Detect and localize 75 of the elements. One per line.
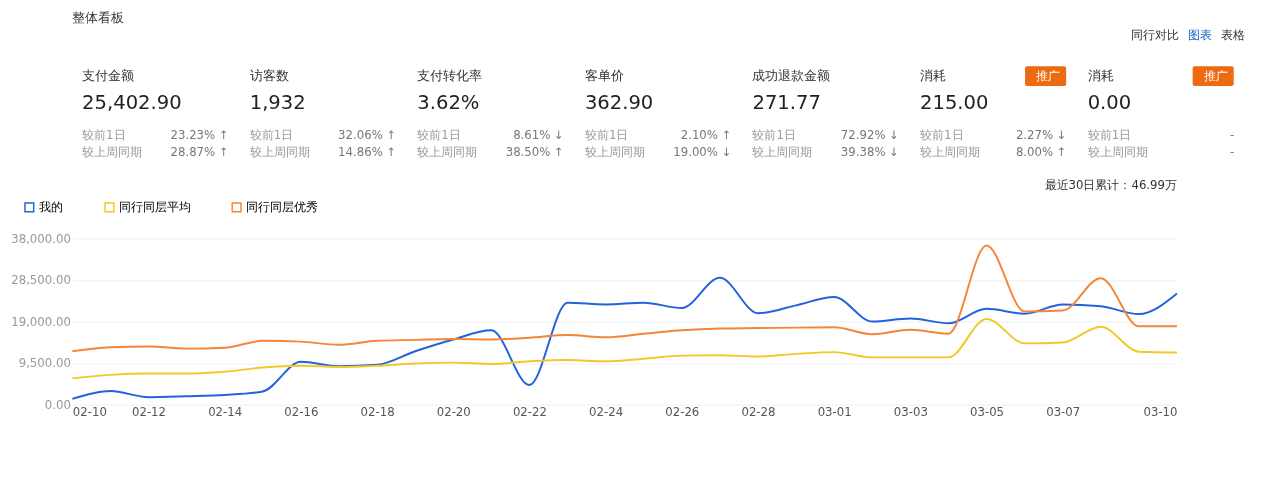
text: 较上周同期 — [920, 145, 981, 160]
x-tick-label: 02-12 — [131, 404, 167, 419]
legend-label: 我的 — [39, 200, 64, 215]
text: 较前1日 — [82, 127, 126, 142]
line-series — [71, 244, 1178, 353]
text: 2.27% ↓ — [1015, 127, 1067, 142]
text: 2.10% ↑ — [680, 127, 732, 142]
text: 1,932 — [249, 91, 306, 115]
text: 较前1日 — [249, 127, 294, 142]
text: 32.06% ↑ — [338, 127, 397, 142]
x-tick-label: 02-20 — [436, 404, 471, 419]
text: 最近30日累计：46.99万 — [1044, 177, 1178, 192]
y-tick-label: 9,500.00 — [18, 356, 71, 371]
text: 同行对比 — [1130, 28, 1179, 42]
y-tick-label: 38,000.00 — [11, 231, 71, 246]
text: 较上周同期 — [249, 145, 310, 160]
text: 14.86% ↑ — [338, 145, 397, 160]
text: 消耗 — [920, 68, 947, 84]
text: 较前1日 — [1087, 127, 1132, 142]
line-series — [71, 276, 1178, 400]
line-series — [71, 317, 1178, 380]
text: 较上周同期 — [752, 145, 813, 160]
x-tick-label: 03-05 — [970, 404, 1005, 419]
text: 271.77 — [752, 91, 821, 115]
y-tick-label: 28,500.00 — [11, 273, 71, 288]
text: 8.61% ↓ — [513, 127, 564, 142]
text: 25,402.90 — [82, 91, 182, 115]
text: 成功退款金额 — [752, 68, 831, 84]
x-tick-label: 03-07 — [1046, 404, 1081, 419]
text: - — [1230, 127, 1235, 142]
text: 客单价 — [584, 68, 624, 84]
x-tick-label: 02-22 — [512, 404, 547, 419]
x-tick-label: 02-28 — [741, 404, 776, 419]
text: 362.90 — [584, 91, 654, 115]
text: 较前1日 — [752, 127, 796, 142]
text: 较前1日 — [417, 127, 461, 142]
text: 较上周同期 — [584, 145, 645, 160]
text: 整体看板 — [72, 10, 125, 26]
y-tick-label: 19,000.00 — [11, 314, 71, 329]
text: 23.23% ↑ — [170, 127, 229, 142]
text: 38.50% ↑ — [505, 145, 564, 160]
text: 消耗 — [1087, 68, 1114, 84]
text: 215.00 — [920, 91, 989, 115]
text: 推广 — [1036, 69, 1061, 84]
text: 推广 — [1203, 69, 1228, 84]
text: 较前1日 — [584, 127, 629, 142]
text: 较上周同期 — [1087, 145, 1148, 160]
text: 72.92% ↓ — [840, 127, 900, 142]
text: 19.00% ↓ — [673, 145, 732, 160]
text: 表格 — [1221, 28, 1246, 42]
x-tick-label: 03-10 — [1143, 404, 1178, 419]
text: 访客数 — [249, 68, 289, 84]
x-tick-label: 02-10 — [72, 404, 107, 419]
x-tick-label: 02-24 — [589, 404, 624, 419]
text: 较前1日 — [920, 127, 964, 142]
text: - — [1230, 145, 1235, 160]
x-tick-label: 03-01 — [817, 404, 852, 419]
legend-label: 同行同层优秀 — [246, 200, 319, 215]
text: 支付金额 — [82, 68, 135, 84]
x-tick-label: 02-16 — [284, 404, 319, 419]
y-tick-label: 0.00 — [44, 398, 71, 413]
legend-label: 同行同层平均 — [119, 200, 192, 215]
text: 较上周同期 — [417, 145, 478, 160]
text: 3.62% — [417, 91, 480, 115]
text: 8.00% ↑ — [1015, 145, 1067, 160]
x-tick-label: 02-26 — [665, 404, 700, 419]
x-tick-label: 03-03 — [893, 404, 928, 419]
x-tick-label: 02-18 — [360, 404, 395, 419]
text: 较上周同期 — [82, 145, 143, 160]
text: 28.87% ↑ — [170, 145, 229, 160]
text: 39.38% ↓ — [840, 145, 900, 160]
text: 0.00 — [1087, 91, 1132, 115]
x-tick-label: 02-14 — [208, 404, 243, 419]
text: 支付转化率 — [417, 68, 483, 84]
text: 图表 — [1188, 28, 1213, 42]
